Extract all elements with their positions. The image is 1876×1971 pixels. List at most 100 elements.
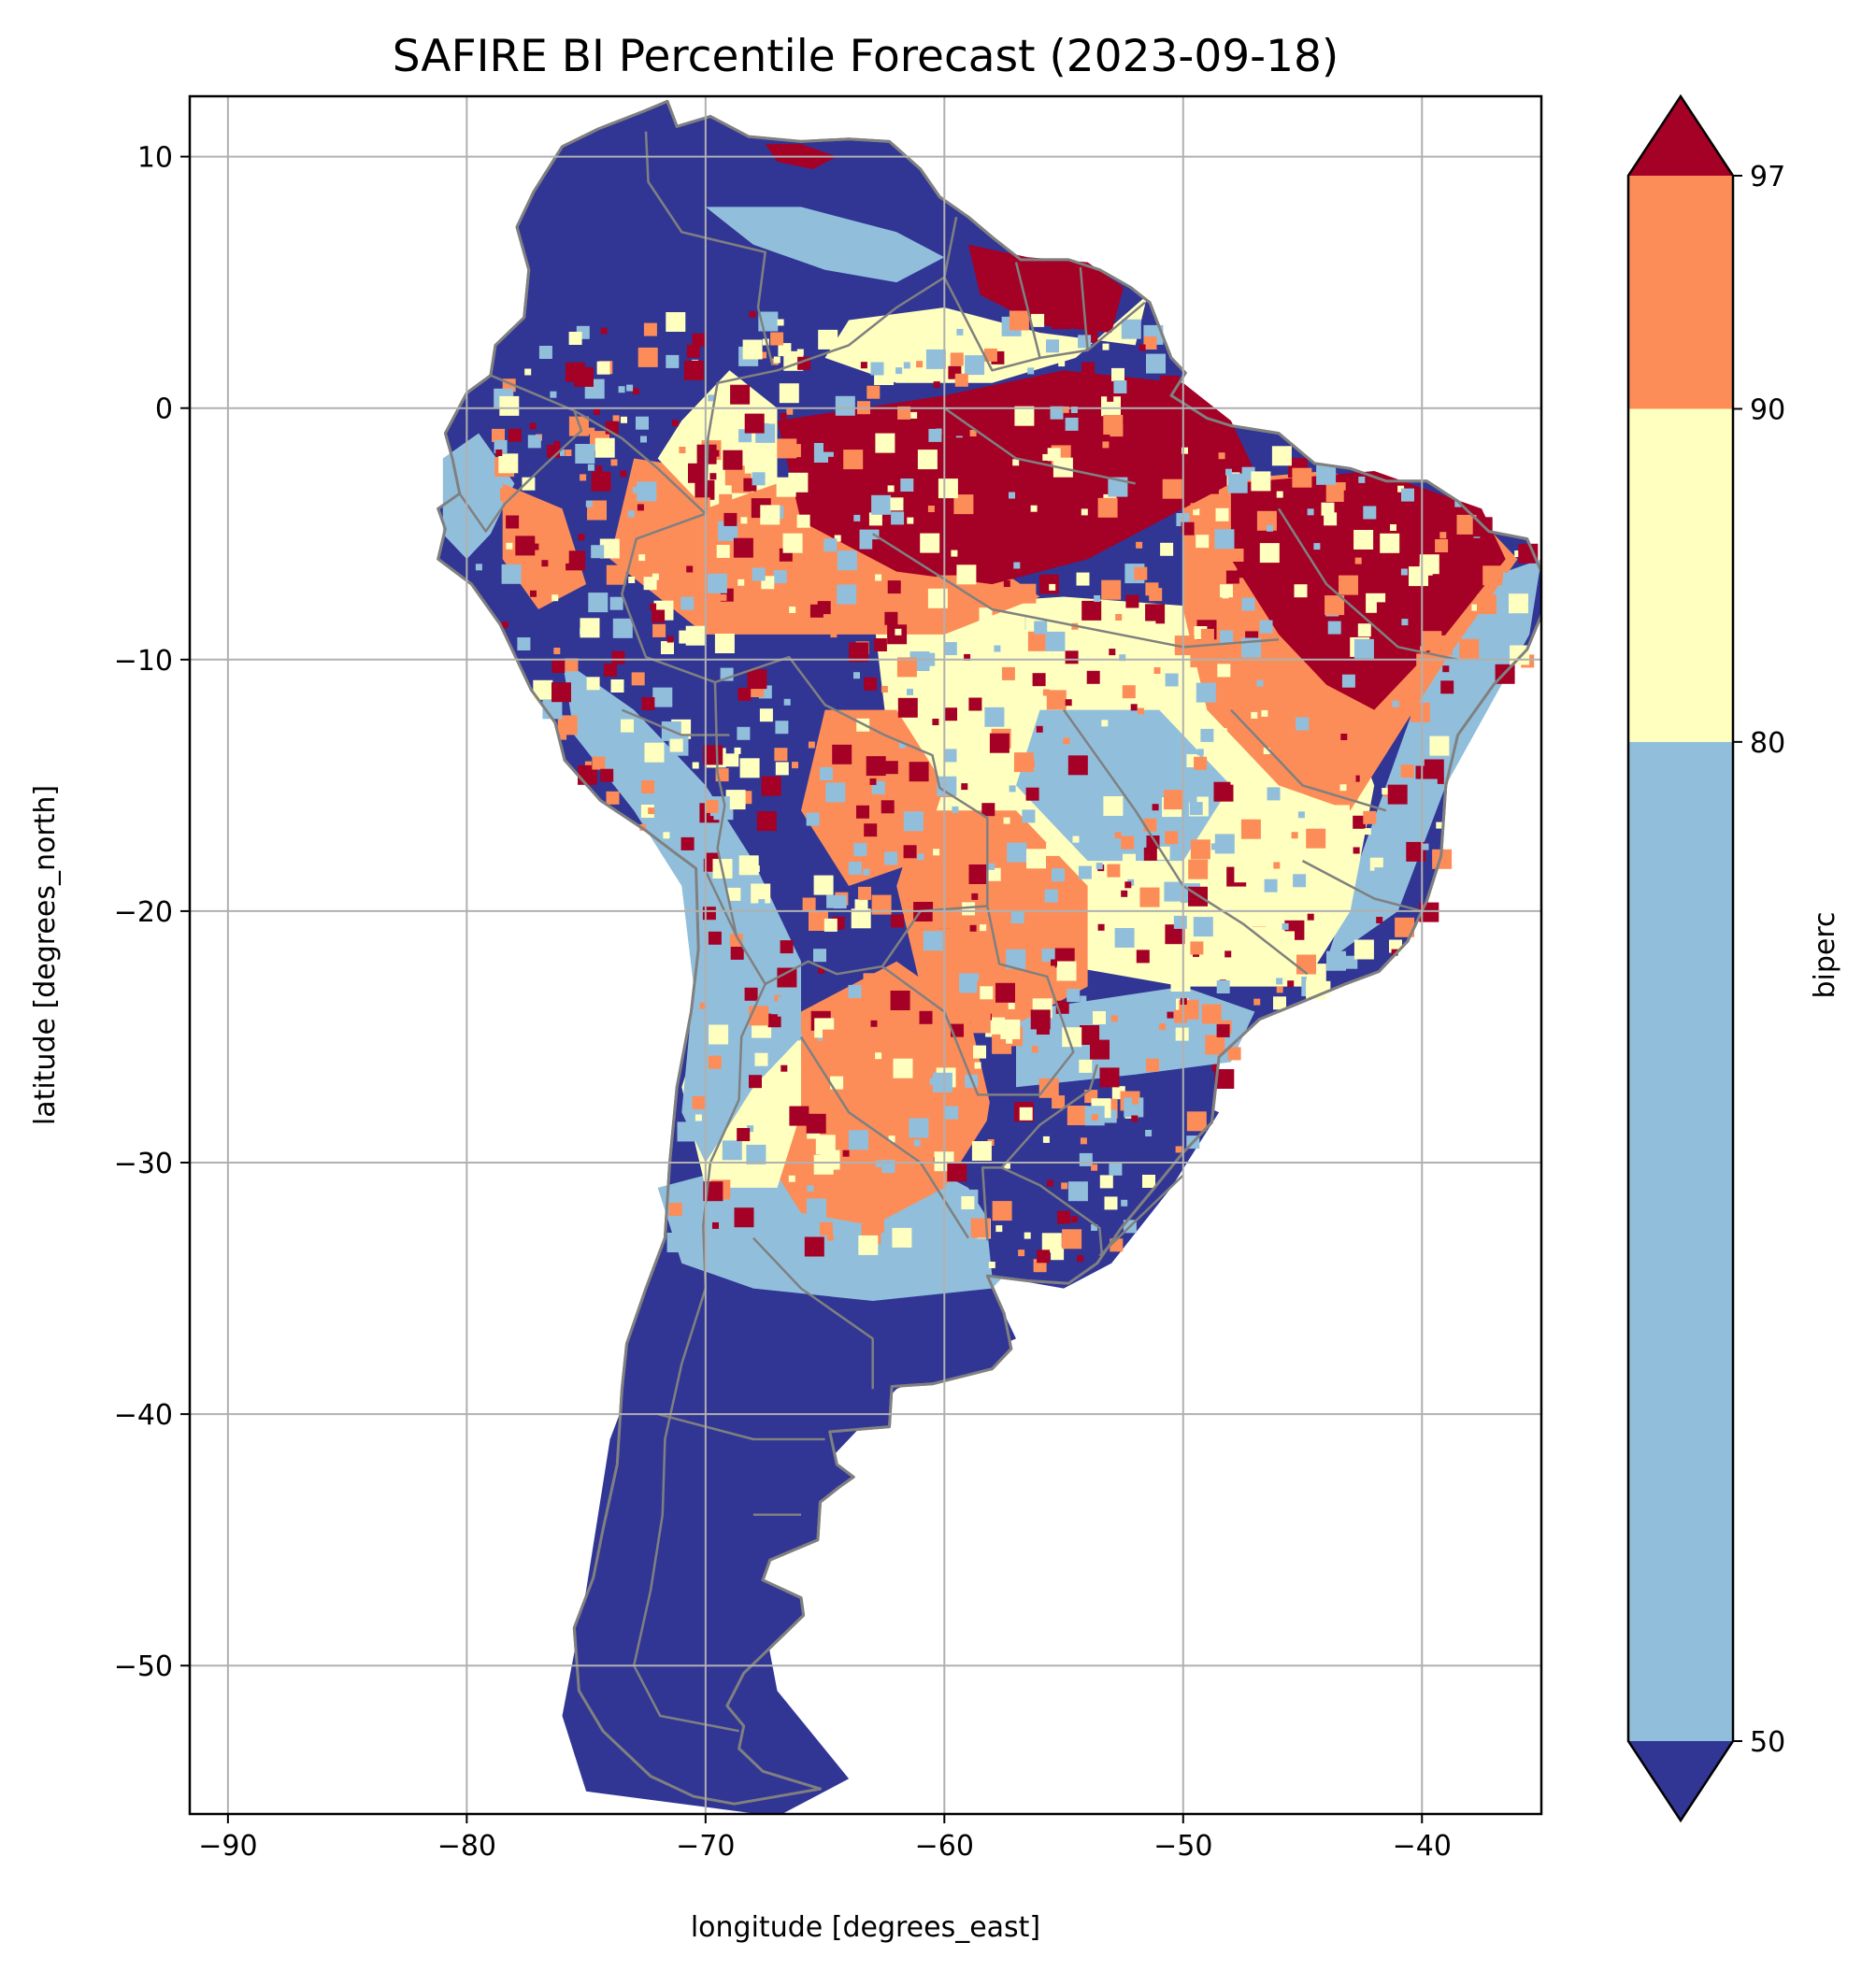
pixel-speckle [778, 343, 792, 357]
country-border [943, 407, 1136, 485]
x-tick-label: −60 [915, 1830, 974, 1863]
colorbar-label: biperc [1809, 911, 1841, 998]
pixel-speckle [1006, 1036, 1013, 1044]
pixel-speckle [716, 545, 730, 558]
pixel-speckle [652, 687, 673, 707]
pixel-speckle [1344, 955, 1358, 969]
pixel-speckle [584, 761, 592, 768]
pixel-speckle [1051, 309, 1071, 330]
pixel-speckle [1038, 1078, 1059, 1098]
pixel-speckle [742, 339, 763, 360]
pixel-speckle [1031, 1046, 1038, 1053]
pixel-speckle [1046, 339, 1059, 353]
pixel-speckle [1057, 1210, 1070, 1224]
pixel-speckle [637, 481, 657, 502]
pixel-speckle [956, 328, 964, 336]
pixel-speckle [806, 1113, 826, 1134]
pixel-speckle [1052, 1095, 1066, 1109]
pixel-speckle [1028, 761, 1035, 768]
pixel-speckle [1206, 607, 1213, 614]
pixel-speckle [1261, 709, 1268, 717]
y-tick-label: −30 [114, 1148, 173, 1180]
pixel-speckle [1079, 1152, 1093, 1166]
pixel-speckle [527, 435, 541, 449]
pixel-speckle [501, 621, 508, 629]
pixel-speckle [1239, 807, 1253, 821]
pixel-speckle [1175, 1146, 1182, 1153]
pixel-speckle [1027, 631, 1048, 651]
pixel-speckle [699, 1002, 707, 1009]
pixel-speckle [1065, 650, 1079, 664]
pixel-speckle [849, 642, 869, 663]
pixel-speckle [992, 1201, 1012, 1221]
pixel-speckle [1051, 1247, 1065, 1261]
pixel-speckle [863, 868, 870, 876]
pixel-speckle [1353, 847, 1360, 854]
pixel-speckle [501, 564, 522, 584]
pixel-speckle [749, 1075, 762, 1089]
y-tick-label: −50 [114, 1650, 173, 1683]
pixel-speckle [586, 677, 600, 691]
pixel-speckle [575, 444, 595, 464]
pixel-speckle [814, 493, 827, 507]
pixel-speckle [1382, 788, 1389, 795]
pixel-speckle [819, 1221, 833, 1235]
pixel-speckle [752, 865, 760, 873]
pixel-speckle [992, 831, 1006, 845]
pixel-speckle [1174, 636, 1195, 656]
pixel-speckle [1058, 360, 1066, 367]
pixel-speckle [668, 1203, 682, 1216]
pixel-speckle [1025, 787, 1039, 801]
pixel-speckle [1192, 436, 1199, 444]
pixel-speckle [680, 596, 695, 610]
pixel-speckle [1146, 353, 1166, 374]
pixel-speckle [506, 515, 520, 529]
pixel-speckle [1326, 950, 1346, 971]
pixel-speckle [1259, 543, 1280, 564]
pixel-speckle [832, 744, 852, 764]
pixel-speckle [1094, 519, 1114, 539]
pixel-speckle [864, 677, 877, 691]
pixel-speckle [1007, 934, 1021, 948]
pixel-speckle [923, 931, 943, 951]
country-border [644, 131, 774, 366]
pixel-speckle [1502, 572, 1510, 579]
pixel-speckle [837, 550, 857, 571]
pixel-speckle [1099, 1175, 1113, 1189]
pixel-speckle [875, 1052, 882, 1060]
pixel-speckle [738, 687, 752, 701]
pixel-speckle [538, 346, 552, 359]
colorbar-tick-label: 80 [1750, 727, 1785, 760]
pixel-speckle [1400, 568, 1408, 576]
pixel-speckle [1358, 476, 1366, 483]
pixel-speckle [853, 672, 860, 679]
pixel-speckle [767, 1014, 781, 1028]
pixel-speckle [1361, 886, 1368, 893]
pixel-speckle [628, 577, 636, 583]
pixel-speckle [638, 554, 646, 562]
pixel-speckle [1259, 620, 1273, 634]
pixel-speckle [661, 641, 674, 654]
pixel-speckle [632, 486, 639, 493]
pixel-speckle [1251, 711, 1258, 719]
pixel-speckle [1152, 804, 1159, 811]
country-border [1277, 507, 1458, 662]
pixel-speckle [968, 697, 982, 711]
pixel-speckle [1255, 806, 1269, 820]
pixel-speckle [1324, 512, 1338, 526]
pixel-speckle [774, 748, 788, 762]
pixel-speckle [1080, 1137, 1087, 1145]
pixel-speckle [1205, 480, 1219, 494]
map-axes: −90 −80 −70 −60 −50 −40 10 0 −10 −20 −30 −40 −50 [114, 94, 1543, 1863]
pixel-speckle [620, 470, 627, 478]
pixel-speckle [919, 1010, 933, 1024]
pixel-speckle [961, 1196, 975, 1209]
pixel-speckle [866, 756, 886, 777]
pixel-speckle [1196, 535, 1210, 549]
pixel-speckle [980, 986, 994, 1000]
pixel-speckle [875, 1160, 882, 1167]
pixel-speckle [1138, 397, 1146, 405]
pixel-speckle [1101, 579, 1122, 600]
pixel-speckle [1267, 524, 1273, 532]
